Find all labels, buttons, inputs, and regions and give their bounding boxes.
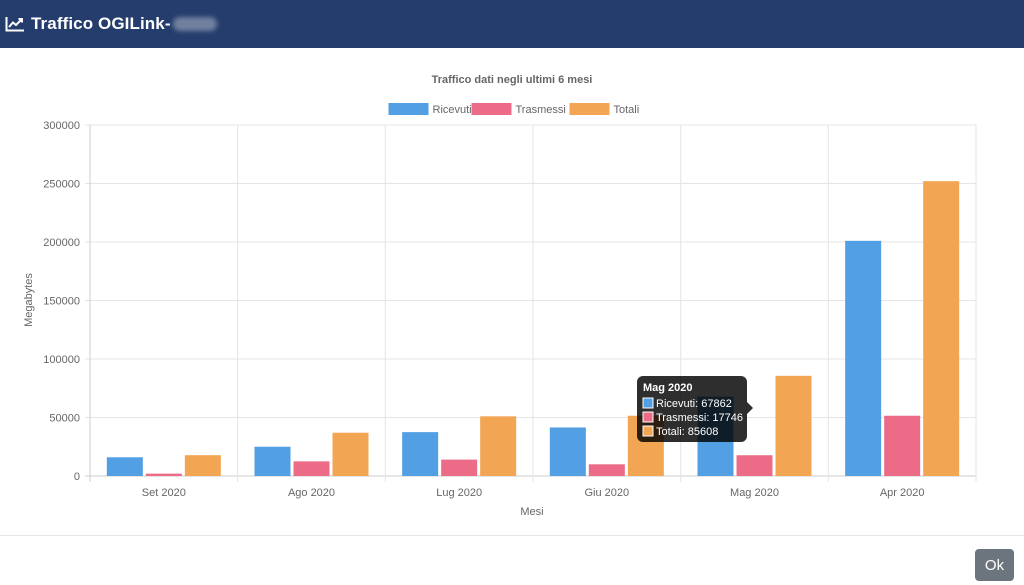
bar-totali (332, 432, 369, 476)
bar-chart: Traffico dati negli ultimi 6 mesi Ricevut… (23, 74, 977, 518)
bar-trasmessi (145, 473, 182, 476)
tooltip-caret (747, 402, 753, 414)
y-tick-label: 250000 (43, 179, 80, 191)
y-tick-label: 0 (74, 471, 80, 483)
y-axis-title: Megabytes (23, 273, 35, 327)
tooltip-title: Mag 2020 (643, 382, 693, 394)
x-tick-label: Ago 2020 (288, 487, 335, 499)
bar-ricevuti (402, 432, 439, 476)
bar-ricevuti (845, 240, 882, 476)
chart-line-icon (5, 17, 24, 32)
x-axis-title: Mesi (520, 506, 543, 518)
bar-totali (184, 455, 221, 476)
y-tick-label: 300000 (43, 120, 80, 132)
tooltip-swatch (642, 425, 654, 437)
x-tick-label: Set 2020 (142, 487, 186, 499)
x-tick-label: Giu 2020 (585, 487, 630, 499)
dialog-header: Traffico OGILink- (0, 0, 1024, 48)
legend-swatch-trasmessi (471, 103, 512, 115)
y-tick-label: 50000 (49, 413, 80, 425)
legend-label-totali: Totali (614, 104, 640, 116)
bar-totali (923, 181, 960, 476)
traffic-chart: Traffico dati negli ultimi 6 mesi Ricevut… (0, 48, 1024, 535)
footer-divider (0, 535, 1024, 536)
legend-swatch-ricevuti (388, 103, 429, 115)
bar-ricevuti (549, 427, 586, 476)
x-tick-label: Lug 2020 (436, 487, 482, 499)
bar-ricevuti (254, 446, 291, 476)
y-tick-label: 150000 (43, 296, 80, 308)
bar-trasmessi (441, 459, 478, 476)
tooltip-line: Totali: 85608 (656, 426, 718, 438)
tooltip-line: Trasmessi: 17746 (656, 412, 743, 424)
legend-label-ricevuti: Ricevuti (433, 104, 472, 116)
bar-totali (480, 416, 517, 476)
chart-title: Traffico dati negli ultimi 6 mesi (432, 74, 593, 86)
bar-trasmessi (293, 461, 330, 476)
legend-swatch-totali (569, 103, 610, 115)
legend-label-trasmessi: Trasmessi (516, 104, 566, 116)
y-tick-label: 100000 (43, 354, 80, 366)
bar-trasmessi (588, 464, 625, 476)
tooltip-line: Ricevuti: 67862 (656, 398, 732, 410)
tooltip-swatch (642, 411, 654, 423)
redacted-id (172, 17, 217, 31)
y-tick-label: 200000 (43, 237, 80, 249)
bar-trasmessi (884, 415, 921, 476)
dialog-title: Traffico OGILink- (31, 14, 171, 33)
x-tick-label: Mag 2020 (730, 487, 779, 499)
bar-ricevuti (106, 457, 143, 476)
ok-button[interactable]: Ok (975, 549, 1014, 581)
tooltip-box (637, 376, 747, 442)
tooltip-swatch (642, 397, 654, 409)
bar-totali (775, 375, 812, 476)
x-tick-label: Apr 2020 (880, 487, 925, 499)
bar-trasmessi (736, 455, 773, 476)
